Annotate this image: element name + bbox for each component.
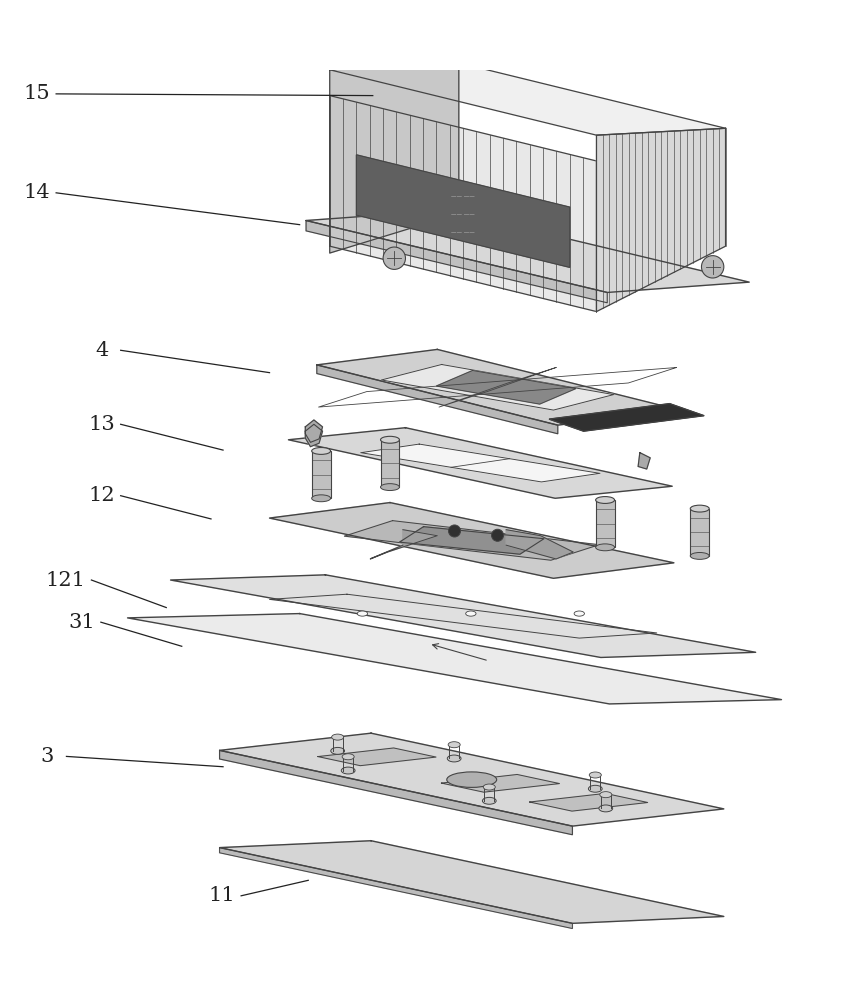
Polygon shape [381, 364, 614, 410]
Text: 12: 12 [88, 486, 115, 505]
Polygon shape [220, 841, 724, 923]
Polygon shape [220, 750, 572, 835]
Text: 11: 11 [209, 886, 236, 905]
Polygon shape [306, 221, 607, 303]
Text: 121: 121 [46, 571, 86, 590]
Ellipse shape [331, 747, 345, 754]
Circle shape [449, 525, 461, 537]
Polygon shape [317, 365, 558, 434]
Text: 31: 31 [68, 613, 95, 632]
Ellipse shape [596, 497, 615, 503]
Text: 14: 14 [24, 183, 50, 202]
Polygon shape [317, 349, 678, 425]
Polygon shape [269, 503, 674, 578]
Ellipse shape [596, 544, 615, 551]
Ellipse shape [599, 805, 612, 812]
Ellipse shape [358, 611, 367, 616]
Polygon shape [220, 848, 572, 929]
Polygon shape [127, 614, 781, 704]
Text: 15: 15 [24, 84, 50, 103]
Polygon shape [288, 428, 672, 498]
Polygon shape [597, 128, 726, 312]
Polygon shape [380, 440, 399, 487]
Ellipse shape [574, 611, 585, 616]
Text: 3: 3 [41, 747, 55, 766]
Text: 13: 13 [88, 415, 115, 434]
Ellipse shape [690, 552, 709, 559]
Circle shape [383, 247, 405, 269]
Polygon shape [345, 521, 599, 560]
Polygon shape [306, 210, 749, 292]
Ellipse shape [341, 767, 355, 774]
Polygon shape [596, 500, 615, 547]
Ellipse shape [600, 792, 611, 798]
Ellipse shape [380, 484, 399, 491]
Polygon shape [171, 575, 756, 657]
Polygon shape [361, 444, 600, 482]
Polygon shape [330, 63, 726, 135]
Polygon shape [506, 530, 573, 559]
Polygon shape [690, 509, 709, 556]
Ellipse shape [589, 772, 601, 778]
Ellipse shape [332, 734, 344, 740]
Polygon shape [312, 451, 331, 498]
Polygon shape [306, 420, 322, 442]
Ellipse shape [690, 505, 709, 512]
Ellipse shape [448, 742, 460, 748]
Ellipse shape [466, 611, 476, 616]
Ellipse shape [588, 785, 602, 792]
Circle shape [701, 256, 724, 278]
Circle shape [492, 529, 503, 541]
Text: 4: 4 [95, 341, 108, 360]
Ellipse shape [447, 772, 497, 787]
Polygon shape [436, 371, 576, 404]
Polygon shape [330, 96, 597, 312]
Polygon shape [442, 774, 559, 792]
Ellipse shape [342, 754, 354, 760]
Ellipse shape [482, 797, 496, 804]
Ellipse shape [380, 436, 399, 443]
Polygon shape [357, 155, 570, 267]
Ellipse shape [312, 448, 331, 454]
Polygon shape [399, 527, 544, 554]
Polygon shape [638, 453, 650, 469]
Polygon shape [549, 404, 704, 431]
Text: —— ——: —— —— [451, 212, 475, 217]
Polygon shape [306, 424, 322, 447]
Polygon shape [330, 63, 459, 253]
Ellipse shape [312, 495, 331, 502]
Ellipse shape [483, 784, 495, 790]
Polygon shape [530, 793, 648, 811]
Polygon shape [370, 530, 437, 559]
Text: —— ——: —— —— [451, 194, 475, 199]
Polygon shape [220, 733, 724, 826]
Text: —— ——: —— —— [451, 230, 475, 235]
Ellipse shape [447, 755, 461, 762]
Polygon shape [318, 748, 436, 766]
